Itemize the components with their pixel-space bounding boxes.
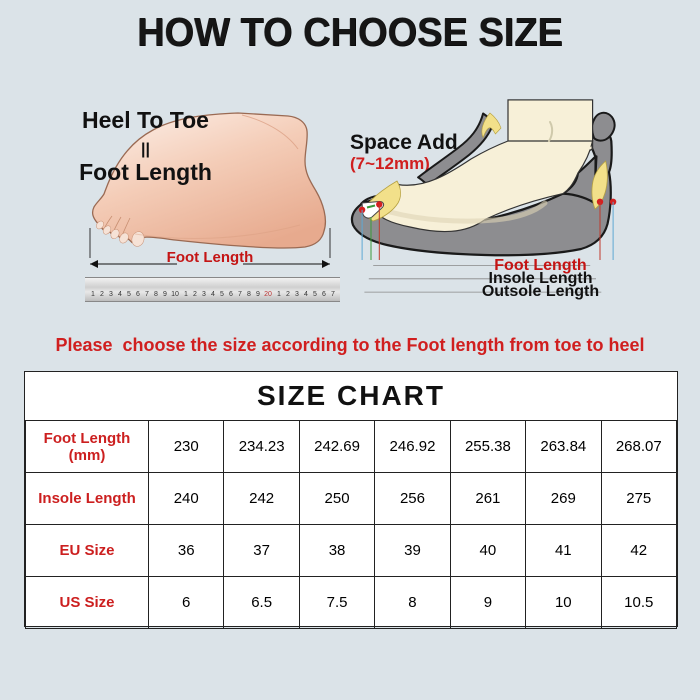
svg-text:5: 5 — [127, 291, 131, 298]
svg-text:2: 2 — [100, 291, 104, 298]
svg-text:20: 20 — [264, 291, 272, 298]
svg-text:4: 4 — [304, 291, 308, 298]
svg-text:8: 8 — [247, 291, 251, 298]
svg-text:7: 7 — [331, 291, 335, 298]
svg-text:3: 3 — [202, 291, 206, 298]
svg-text:6: 6 — [322, 291, 326, 298]
svg-text:6: 6 — [136, 291, 140, 298]
svg-text:7: 7 — [145, 291, 149, 298]
svg-text:1: 1 — [91, 291, 95, 298]
svg-text:1: 1 — [184, 291, 188, 298]
svg-text:9: 9 — [256, 291, 260, 298]
svg-text:3: 3 — [109, 291, 113, 298]
svg-text:6: 6 — [229, 291, 233, 298]
svg-text:2: 2 — [286, 291, 290, 298]
svg-text:4: 4 — [211, 291, 215, 298]
svg-text:8: 8 — [154, 291, 158, 298]
svg-text:1: 1 — [277, 291, 281, 298]
svg-text:4: 4 — [118, 291, 122, 298]
svg-text:5: 5 — [220, 291, 224, 298]
svg-text:7: 7 — [238, 291, 242, 298]
svg-text:9: 9 — [163, 291, 167, 298]
svg-text:3: 3 — [295, 291, 299, 298]
svg-text:2: 2 — [193, 291, 197, 298]
svg-text:5: 5 — [313, 291, 317, 298]
svg-text:10: 10 — [171, 291, 179, 298]
